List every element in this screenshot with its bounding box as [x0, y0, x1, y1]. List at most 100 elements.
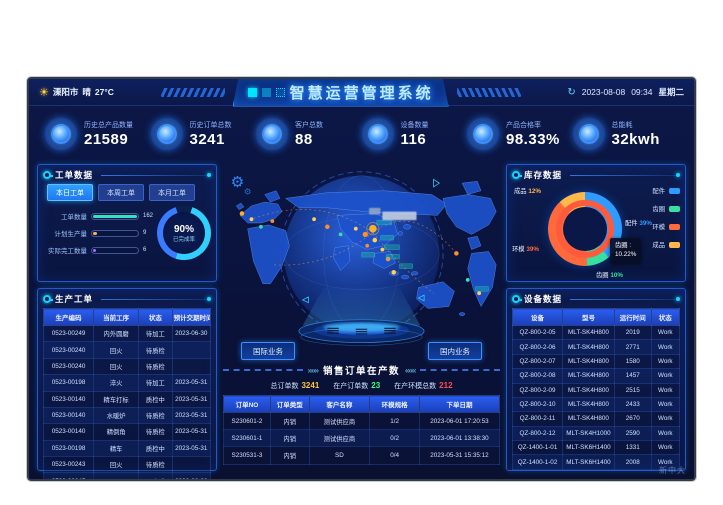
kpi-row: 历史总产品数量 21589 历史订单总数 3241 客户总数 88 [29, 106, 694, 162]
bar-track [91, 229, 139, 237]
world-map[interactable]: ⚙ ⚙ [223, 164, 500, 356]
col-header: 环模规格 [369, 395, 420, 413]
col-header: 订单类型 [269, 395, 310, 413]
inventory-legend: 配件 齿圈 环模 成品 [652, 186, 680, 249]
cell-process: 回火 [93, 472, 140, 479]
cell-runtime: 2670 [613, 411, 652, 427]
cell-status: 待质检 [138, 406, 173, 425]
col-header: 状态 [650, 308, 681, 326]
gear-icon: ⚙ [231, 174, 245, 191]
cell-due-date: 2023-05-31 [171, 423, 212, 441]
table-row: 0523-00240 回火 待质检 [42, 341, 212, 359]
legend-item-die[interactable]: 环模 [652, 222, 680, 231]
cell-status: Work [650, 368, 681, 384]
cell-status: 待加工 [138, 374, 173, 392]
cell-device: QZ-1400-1-01 [511, 439, 564, 456]
cell-process: 水暖炉 [93, 406, 140, 425]
kpi-card: 设备数量 116 [361, 118, 468, 150]
cell-device: QZ-800-2-06 [511, 339, 564, 355]
table-row: S230601-2 内销 测试供应商 1/2 2023-06-01 17:20:… [223, 411, 501, 431]
cell-code: 0523-00240 [42, 357, 95, 376]
bar-fill [93, 248, 97, 252]
logo-square-1 [248, 88, 257, 97]
cell-status: 待质检 [138, 357, 173, 376]
cell-model: MLT-SK6H1400 [562, 439, 615, 456]
cell-spec: 0/2 [369, 429, 420, 448]
tab-today-orders[interactable]: 本日工单 [47, 184, 93, 201]
dash-decoration [420, 369, 501, 371]
gauge-caption: 已完成率 [172, 236, 195, 243]
left-column: 工单数据 本日工单 本周工单 本月工单 工单数量 [37, 164, 217, 479]
cell-runtime: 2590 [613, 425, 652, 442]
cell-runtime: 2433 [613, 396, 652, 413]
platform-grill-lines [327, 327, 396, 335]
cell-status: Work [650, 396, 681, 413]
title-line-decoration [101, 172, 211, 177]
cell-model: MLT-SK4H800 [562, 396, 615, 413]
cell-device: QZ-800-2-12 [511, 425, 564, 442]
kpi-ring-icon [361, 118, 394, 150]
cell-runtime: 2019 [613, 324, 652, 341]
tab-week-orders[interactable]: 本周工单 [98, 184, 144, 201]
right-column: 库存数据 成品 12% 配件 39% 环模 39% [506, 164, 686, 471]
kpi-value: 116 [400, 131, 427, 148]
header-stripes-left [160, 87, 225, 97]
inventory-donut-hole [563, 207, 607, 251]
tab-month-orders[interactable]: 本月工单 [149, 184, 195, 201]
col-header: 型号 [562, 308, 615, 326]
col-header: 预计交期时间 [171, 308, 212, 326]
bar-label: 计划生产量 [54, 231, 88, 238]
equipment-title: 设备数据 [524, 294, 563, 304]
bar-value: 9 [143, 230, 147, 236]
kpi-label: 历史总产品数量 [84, 122, 133, 129]
route-arcs [251, 209, 457, 294]
table-header-row: 生产编码 当前工序 状态 预计交期时间 [42, 308, 212, 326]
table-row: QZ-800-2-09 MLT-SK4H800 2515 Work [511, 382, 681, 398]
cell-process: 内外圆磨 [93, 324, 140, 343]
table-row: 0523-00140 精车打标 质检中 2023-05-31 [42, 390, 212, 408]
cell-due-date [171, 455, 212, 474]
production-table: 生产编码 当前工序 状态 预计交期时间 0523-00249 内外圆磨 待加工 [42, 308, 212, 479]
kpi-ring-icon [45, 118, 77, 150]
table-row: QZ-800-2-08 MLT-SK4H800 1457 Work [511, 368, 681, 384]
inventory-title: 库存数据 [524, 170, 563, 180]
table-row: QZ-800-2-10 MLT-SK4H800 2433 Work [511, 396, 681, 413]
cell-device: QZ-800-2-11 [511, 411, 564, 427]
cell-due-date [171, 357, 212, 376]
kpi-card: 总能耗 32kwh [572, 118, 679, 150]
dashboard-screen: ☀ 溧阳市 晴 27°C 智慧运营管理系统 ↻ 2023-08-08 09:34… [26, 76, 697, 482]
sales-orders-table: 订单NO 订单类型 客户名称 环模规格 下单日期 S230601-2 内销 测试… [223, 395, 501, 465]
completion-gauge-center: 90% 已完成率 [163, 212, 205, 254]
intl-business-button[interactable]: 国际业务 [241, 342, 295, 360]
col-header: 设备 [511, 308, 564, 326]
bar-label: 实际完工数量 [48, 248, 87, 255]
legend-item-finished[interactable]: 成品 [652, 240, 680, 249]
kpi-value: 21589 [84, 131, 129, 148]
bar-row: 实际完工数量 6 [43, 242, 155, 259]
bar-track [91, 246, 139, 254]
kpi-ring-icon [572, 118, 605, 150]
cell-device: QZ-800-2-07 [511, 353, 564, 370]
legend-item-parts[interactable]: 配件 [652, 186, 680, 195]
table-row: 0523-00249 内外圆磨 待加工 2023-06-30 [42, 324, 212, 343]
kpi-label: 产品合格率 [506, 122, 541, 129]
work-order-bars: 工单数量 162 计划生产量 9 [43, 208, 155, 259]
bar-value: 6 [143, 247, 147, 253]
refresh-icon[interactable]: ↻ [567, 86, 576, 98]
domestic-business-button[interactable]: 国内业务 [428, 342, 482, 360]
cell-order-date: 2023-05-31 15:35:12 [418, 446, 501, 465]
cell-order-type: 内销 [269, 446, 310, 465]
legend-item-gear[interactable]: 齿圈 [652, 204, 680, 213]
bar-track [91, 212, 139, 220]
work-orders-panel: 工单数据 本日工单 本周工单 本月工单 工单数量 [37, 164, 217, 282]
cell-status: 待质检 [138, 423, 173, 441]
cell-code: 0523-00240 [42, 341, 95, 359]
cell-customer: 测试供应商 [308, 429, 371, 448]
slice-label-parts: 配件 39% [625, 220, 652, 227]
cell-code: 0523-00198 [42, 374, 95, 392]
cell-due-date: 2023-05-31 [171, 406, 212, 425]
cell-device: QZ-800-2-05 [511, 324, 564, 341]
cell-due-date: 2023-05-31 [171, 439, 212, 458]
page-title: 智慧运营管理系统 [289, 84, 434, 102]
cell-status: Work [650, 439, 681, 456]
